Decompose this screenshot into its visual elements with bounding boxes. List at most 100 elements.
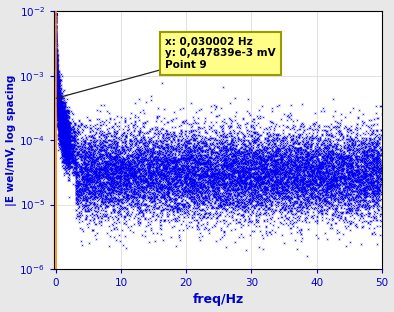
Point — [116, 195, 122, 200]
Point — [366, 181, 372, 186]
Point — [54, 70, 60, 75]
Point — [348, 188, 354, 193]
Point — [337, 173, 344, 178]
Point — [95, 162, 101, 167]
Point — [139, 189, 146, 194]
Point — [151, 183, 157, 188]
Point — [331, 174, 338, 179]
Point — [329, 171, 336, 176]
Point — [54, 110, 61, 115]
Point — [373, 185, 379, 190]
Point — [75, 179, 82, 184]
Point — [63, 143, 70, 148]
Point — [167, 197, 173, 202]
Point — [295, 189, 301, 194]
Point — [297, 163, 304, 168]
Point — [346, 150, 353, 155]
Point — [374, 187, 381, 192]
Point — [308, 178, 314, 183]
Point — [59, 127, 65, 132]
Point — [131, 191, 137, 196]
Point — [255, 202, 261, 207]
Point — [193, 147, 200, 152]
Point — [63, 141, 70, 146]
Point — [236, 156, 242, 161]
Point — [63, 132, 69, 137]
Point — [313, 193, 319, 198]
Point — [294, 190, 300, 195]
Point — [308, 200, 314, 205]
Point — [65, 164, 71, 169]
Point — [87, 165, 94, 170]
Point — [112, 165, 118, 170]
Point — [257, 154, 263, 159]
Point — [188, 181, 194, 186]
Point — [335, 141, 341, 146]
Point — [210, 178, 216, 183]
Point — [328, 183, 334, 188]
Point — [375, 157, 381, 162]
Point — [67, 138, 73, 143]
Point — [219, 171, 225, 176]
Point — [338, 192, 345, 197]
Point — [340, 186, 346, 191]
Point — [140, 173, 146, 178]
Point — [93, 167, 99, 172]
Point — [128, 203, 134, 208]
Point — [294, 174, 300, 179]
Point — [72, 186, 79, 191]
Point — [114, 143, 120, 148]
Point — [156, 158, 162, 163]
Point — [309, 138, 315, 143]
Point — [110, 176, 116, 181]
Point — [369, 146, 375, 151]
Point — [318, 207, 325, 212]
Point — [56, 121, 63, 126]
Point — [72, 166, 79, 171]
Point — [111, 180, 117, 185]
Point — [194, 183, 200, 188]
Point — [230, 160, 237, 165]
Point — [199, 192, 205, 197]
Point — [108, 144, 114, 149]
Point — [243, 154, 249, 159]
Point — [56, 115, 62, 120]
Point — [289, 138, 295, 143]
Point — [328, 149, 334, 154]
Point — [184, 168, 190, 173]
Point — [110, 207, 116, 212]
Point — [378, 186, 385, 191]
Point — [60, 110, 67, 115]
Point — [118, 211, 125, 216]
Point — [188, 154, 195, 159]
Point — [108, 228, 115, 233]
Point — [270, 177, 277, 182]
Point — [162, 174, 169, 179]
Point — [59, 132, 65, 137]
Point — [73, 170, 79, 175]
Point — [57, 109, 63, 114]
Point — [316, 185, 323, 190]
Point — [331, 194, 337, 199]
Point — [238, 152, 244, 157]
Point — [125, 178, 132, 183]
Point — [54, 111, 61, 116]
Point — [311, 187, 318, 192]
Point — [57, 129, 63, 134]
Point — [111, 201, 117, 206]
Point — [111, 180, 117, 185]
Point — [270, 145, 277, 150]
Point — [55, 105, 61, 110]
Point — [61, 147, 67, 152]
Point — [294, 175, 300, 180]
Point — [56, 136, 62, 141]
Point — [269, 167, 275, 172]
Point — [359, 186, 366, 191]
Point — [242, 146, 248, 151]
Point — [219, 164, 225, 169]
Point — [340, 158, 346, 163]
Point — [61, 139, 67, 144]
Point — [54, 58, 60, 63]
Point — [217, 146, 224, 151]
Point — [314, 155, 320, 160]
